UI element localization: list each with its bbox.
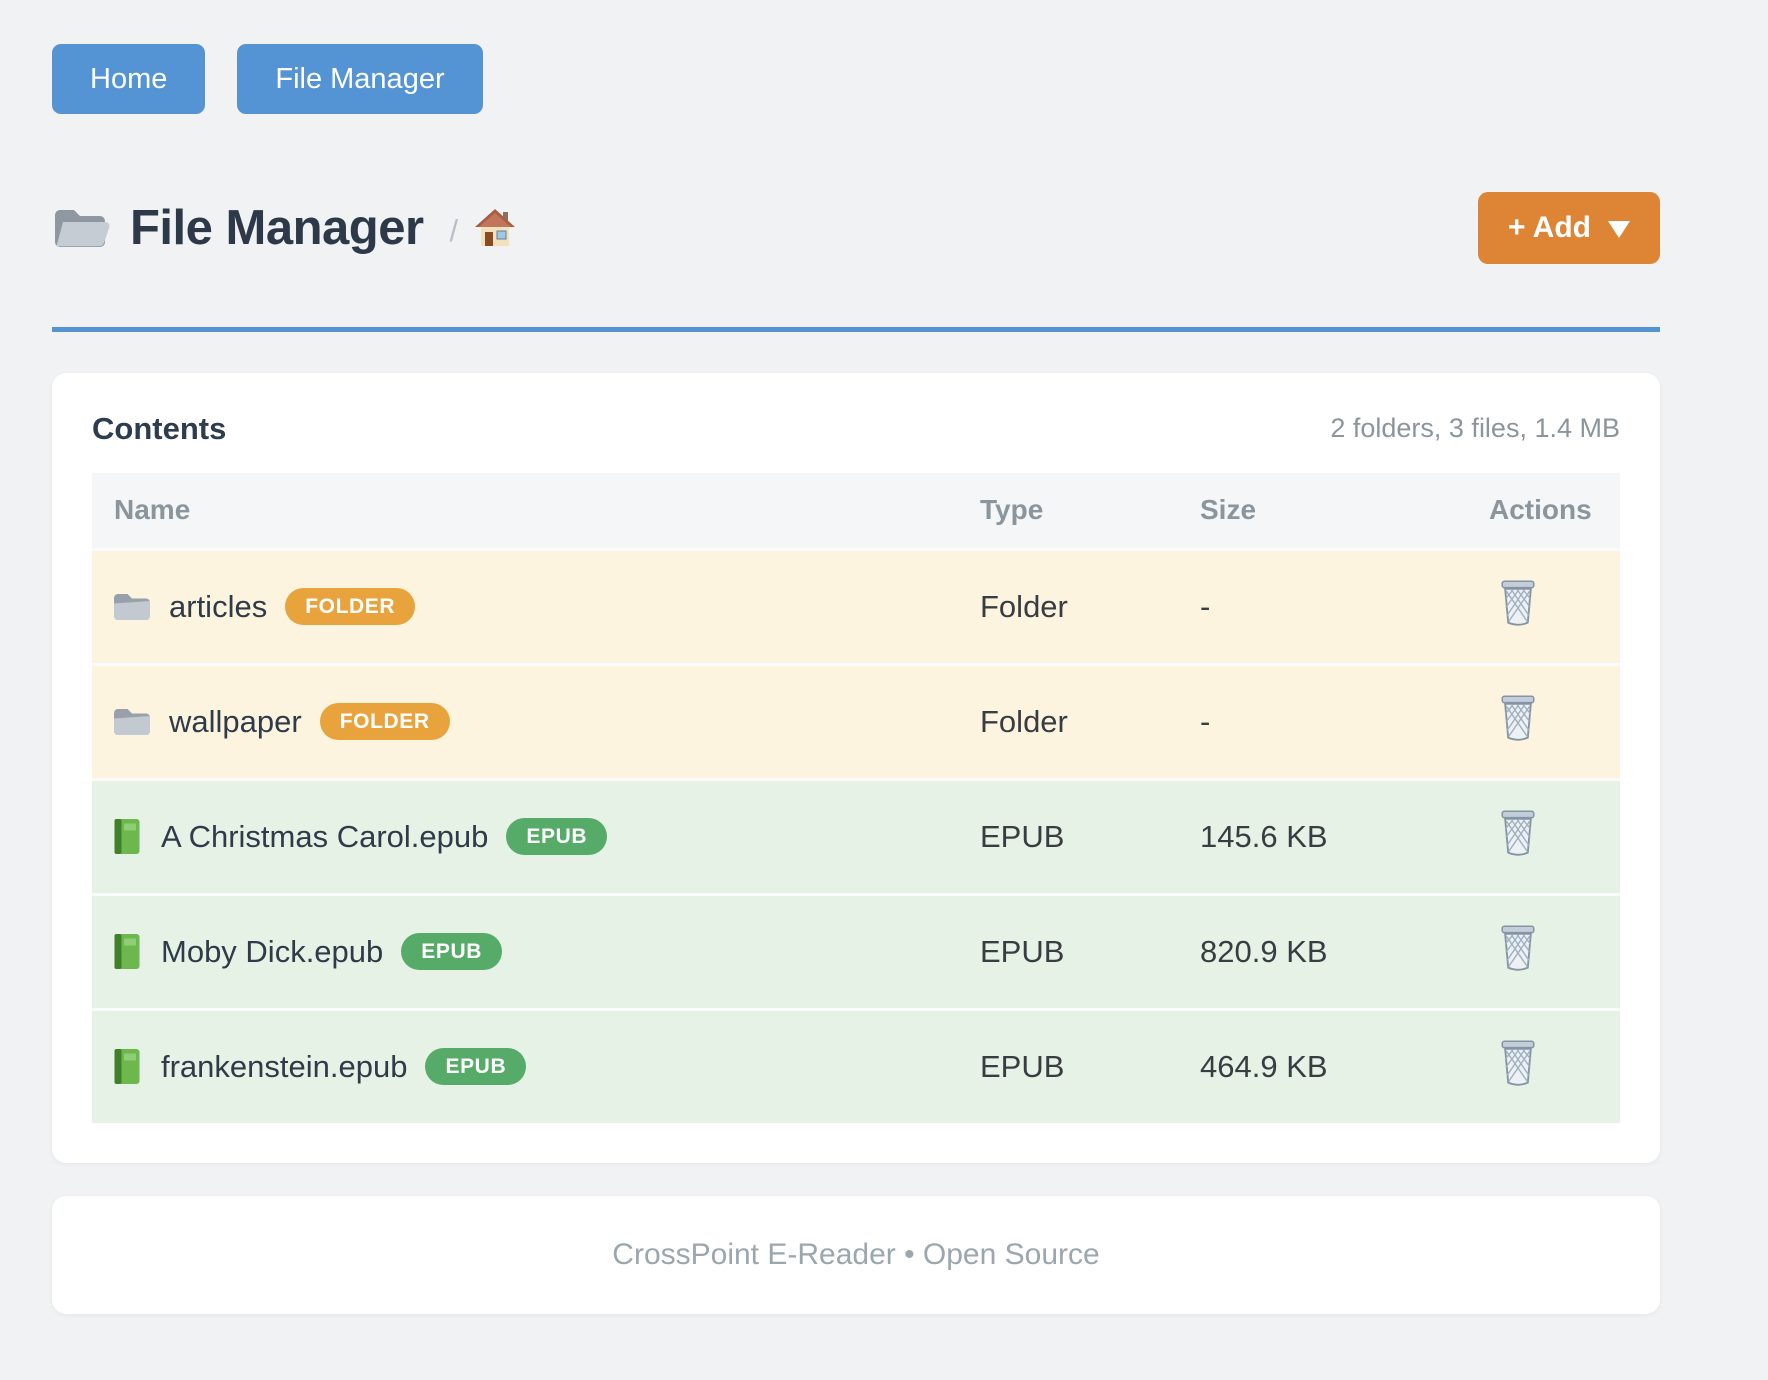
file-type: Folder	[980, 703, 1068, 739]
file-size: -	[1200, 588, 1211, 624]
footer-text: CrossPoint E-Reader • Open Source	[612, 1237, 1100, 1271]
file-size: 820.9 KB	[1200, 933, 1328, 969]
delete-button[interactable]	[1497, 579, 1539, 632]
column-header-type: Type	[980, 494, 1044, 526]
add-button-label: + Add	[1507, 211, 1591, 244]
actions-cell	[1489, 579, 1620, 634]
breadcrumb-separator: /	[449, 213, 459, 248]
file-type-badge: EPUB	[506, 818, 608, 856]
page-title: File Manager	[130, 200, 424, 255]
house-icon	[474, 208, 516, 253]
file-type: EPUB	[980, 933, 1065, 969]
folder-icon	[112, 705, 152, 738]
title-divider	[52, 327, 1660, 332]
folder-icon	[112, 590, 152, 623]
trash-icon	[1497, 694, 1539, 747]
trash-icon	[1497, 809, 1539, 862]
breadcrumb-home-link[interactable]	[474, 208, 516, 253]
file-type: Folder	[980, 588, 1068, 624]
caret-down-icon	[1608, 221, 1630, 238]
table-row[interactable]: A Christmas Carol.epub EPUB EPUB 145.6 K…	[92, 777, 1620, 893]
delete-button[interactable]	[1497, 694, 1539, 747]
file-size: 464.9 KB	[1200, 1048, 1328, 1084]
name-cell: wallpaper FOLDER	[92, 703, 980, 741]
top-navigation: Home File Manager	[52, 44, 1660, 114]
file-name: frankenstein.epub	[161, 1048, 408, 1084]
file-type-badge: FOLDER	[285, 588, 416, 626]
footer: CrossPoint E-Reader • Open Source	[52, 1195, 1660, 1314]
table-header-row: Name Type Size Actions	[92, 472, 1620, 548]
folder-open-icon	[52, 204, 110, 252]
contents-heading: Contents	[92, 411, 227, 446]
green-book-icon	[112, 1048, 144, 1085]
contents-card-header: Contents 2 folders, 3 files, 1.4 MB	[92, 411, 1620, 447]
name-cell: articles FOLDER	[92, 588, 980, 626]
actions-cell	[1489, 924, 1620, 979]
table-row[interactable]: frankenstein.epub EPUB EPUB 464.9 KB	[92, 1007, 1620, 1123]
file-type-badge: EPUB	[425, 1048, 527, 1086]
files-table: Name Type Size Actions articles FOLDER F…	[92, 472, 1620, 1123]
table-body: articles FOLDER Folder -	[92, 547, 1620, 1123]
green-book-icon	[112, 818, 144, 855]
file-type-badge: FOLDER	[319, 703, 450, 741]
name-cell: Moby Dick.epub EPUB	[92, 933, 980, 971]
nav-file-manager-button[interactable]: File Manager	[237, 44, 483, 114]
nav-home-button[interactable]: Home	[52, 44, 206, 114]
column-header-size: Size	[1200, 494, 1257, 526]
trash-icon	[1497, 1039, 1539, 1092]
name-cell: frankenstein.epub EPUB	[92, 1048, 980, 1086]
actions-cell	[1489, 1039, 1620, 1094]
actions-cell	[1489, 809, 1620, 864]
file-size: -	[1200, 703, 1211, 739]
file-name: Moby Dick.epub	[161, 933, 384, 969]
delete-button[interactable]	[1497, 809, 1539, 862]
column-header-actions: Actions	[1489, 494, 1592, 526]
contents-summary: 2 folders, 3 files, 1.4 MB	[1330, 413, 1620, 444]
page-header: File Manager / + Add	[52, 192, 1660, 264]
column-header-name: Name	[114, 494, 191, 526]
table-row[interactable]: articles FOLDER Folder -	[92, 547, 1620, 663]
file-name: wallpaper	[169, 703, 302, 739]
title-group: File Manager /	[52, 200, 516, 255]
file-name: A Christmas Carol.epub	[161, 818, 489, 854]
file-size: 145.6 KB	[1200, 818, 1328, 854]
name-cell: A Christmas Carol.epub EPUB	[92, 818, 980, 856]
table-row[interactable]: Moby Dick.epub EPUB EPUB 820.9 KB	[92, 892, 1620, 1008]
green-book-icon	[112, 933, 144, 970]
file-name: articles	[169, 588, 268, 624]
delete-button[interactable]	[1497, 924, 1539, 977]
file-type: EPUB	[980, 818, 1065, 854]
table-row[interactable]: wallpaper FOLDER Folder -	[92, 662, 1620, 778]
trash-icon	[1497, 924, 1539, 977]
delete-button[interactable]	[1497, 1039, 1539, 1092]
file-type: EPUB	[980, 1048, 1065, 1084]
actions-cell	[1489, 694, 1620, 749]
trash-icon	[1497, 579, 1539, 632]
add-button[interactable]: + Add	[1477, 192, 1660, 264]
file-type-badge: EPUB	[401, 933, 503, 971]
contents-card: Contents 2 folders, 3 files, 1.4 MB Name…	[52, 373, 1660, 1163]
